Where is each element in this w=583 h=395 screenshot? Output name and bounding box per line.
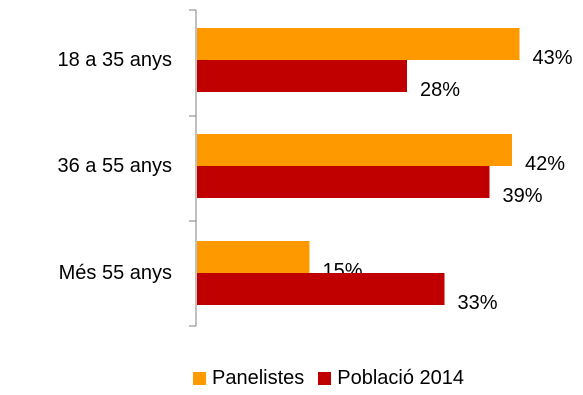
category-label: 18 a 35 anys <box>57 49 172 71</box>
bar-panelistes <box>197 241 310 273</box>
legend-item-poblacio: Població 2014 <box>318 367 464 390</box>
bar-panelistes <box>197 28 520 60</box>
bar-poblacio <box>197 273 445 305</box>
category-label: 36 a 55 anys <box>57 155 172 177</box>
data-label-panelistes: 42% <box>525 153 565 175</box>
data-label-poblacio: 33% <box>458 292 498 314</box>
bar-poblacio <box>197 60 407 92</box>
data-label-poblacio: 39% <box>503 185 543 207</box>
legend-label-poblacio: Població 2014 <box>337 366 465 389</box>
legend-swatch-poblacio <box>318 371 332 385</box>
category-label: Més 55 anys <box>59 262 172 284</box>
legend: Panelistes Població 2014 <box>193 366 464 390</box>
data-label-panelistes: 43% <box>533 47 573 69</box>
bar-poblacio <box>197 166 490 198</box>
legend-item-panelistes: Panelistes <box>193 367 304 390</box>
data-label-poblacio: 28% <box>420 79 460 101</box>
bar-panelistes <box>197 134 512 166</box>
legend-swatch-panelistes <box>193 371 206 385</box>
legend-label-panelistes: Panelistes <box>212 366 305 389</box>
